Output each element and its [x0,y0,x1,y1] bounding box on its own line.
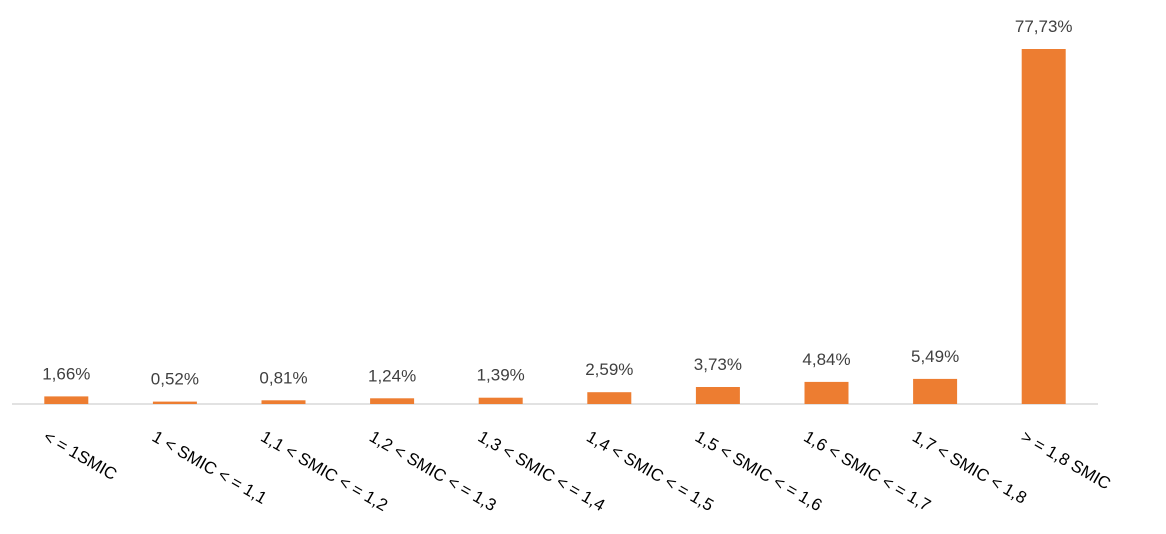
x-tick-label: 1 < SMIC < = 1,1 [149,427,270,508]
bar [261,400,306,404]
bar [587,392,632,404]
bar [44,396,89,404]
x-tick-label: < = 1SMIC [40,427,120,484]
bar-value-label: 77,73% [1015,17,1073,36]
bar-value-label: 0,81% [259,368,307,387]
bar-value-label: 2,59% [585,360,633,379]
bar [478,397,523,404]
x-tick-label: > = 1,8 SMIC [1018,427,1114,494]
bar-value-label: 1,24% [368,366,416,385]
bar [370,398,415,404]
bar-value-label: 1,66% [42,364,90,383]
bar-value-label: 0,52% [151,370,199,389]
bar-value-label: 4,84% [802,350,850,369]
bar-value-label: 5,49% [911,347,959,366]
bar [695,387,740,404]
bar [1021,49,1066,404]
x-tick-labels-group: < = 1SMIC 1 < SMIC < = 1,11,1 < SMIC < = … [40,427,1114,515]
bar [804,381,849,404]
bar-value-label: 3,73% [694,355,742,374]
bar [152,401,197,404]
bars-group [44,49,1066,404]
bar-value-label: 1,39% [477,366,525,385]
bar [913,378,958,404]
data-labels-group: 1,66% 0,52% 0,81% 1,24% 1,39% 2,59% 3,73% 4,84%… [42,17,1072,389]
